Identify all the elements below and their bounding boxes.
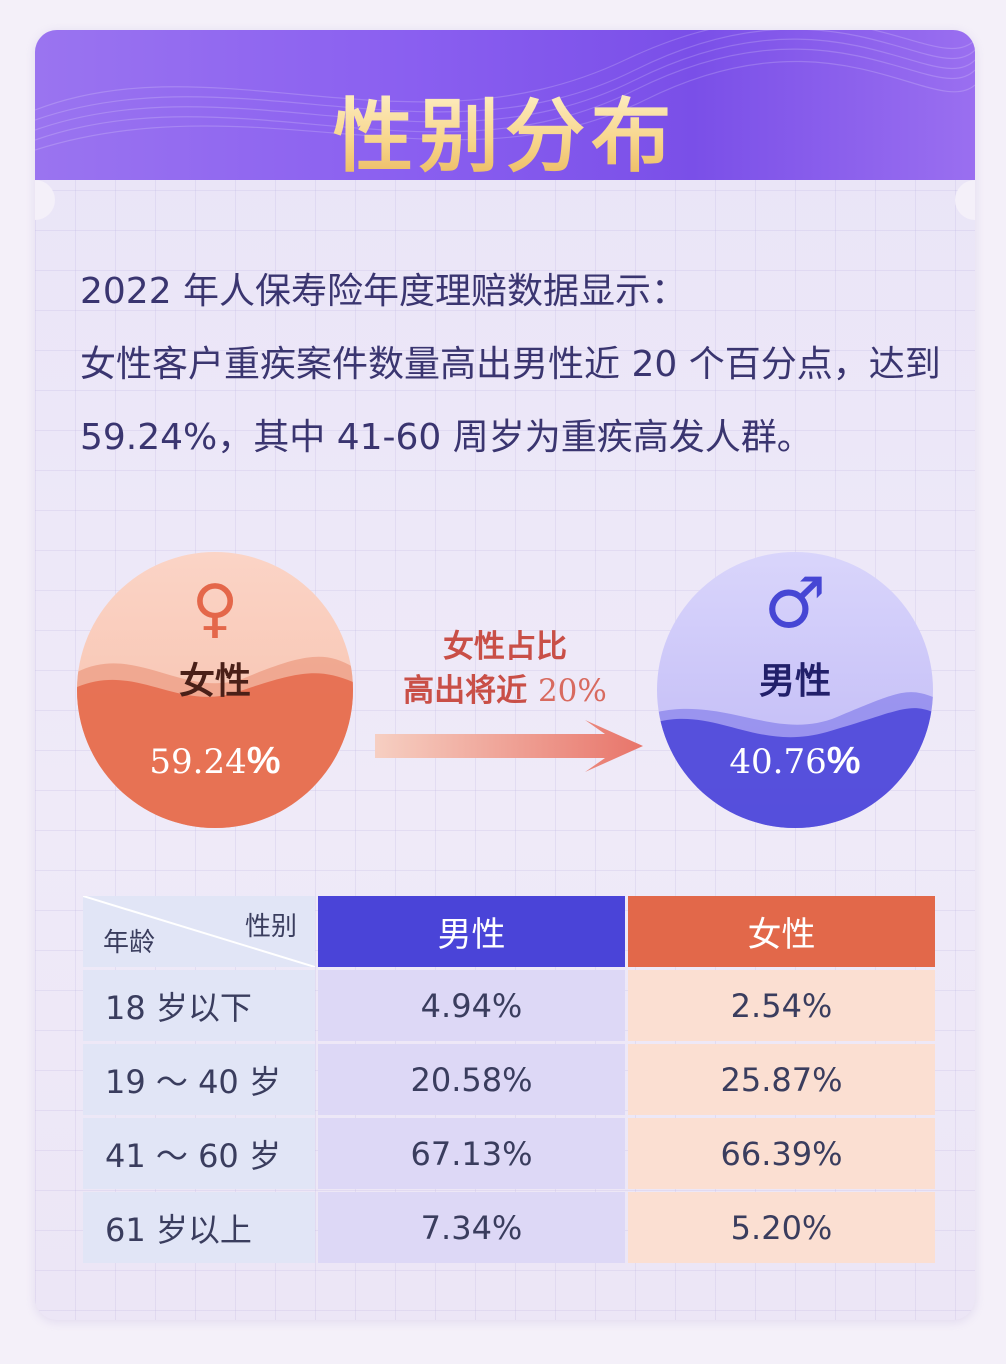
male-cell: 67.13% [318, 1118, 625, 1189]
male-value: 40.76 [729, 742, 827, 782]
male-cell: 20.58% [318, 1044, 625, 1115]
notch-right [955, 180, 975, 220]
table-row: 18 岁以下 4.94% 2.54% [83, 970, 935, 1041]
female-wave [77, 656, 353, 828]
corner-row-label: 年龄 [103, 928, 156, 958]
table-corner-cell: 年龄 性别 [83, 896, 315, 967]
intro-text: 2022 年人保寿险年度理赔数据显示： 女性客户重疾案件数量高出男性近 20 个… [80, 255, 950, 474]
age-cell: 19 ～ 40 岁 [83, 1044, 315, 1115]
male-share-circle: ♂ 男性 40.76% [657, 552, 933, 828]
corner-col-label: 性别 [244, 912, 297, 942]
header-banner: 性别分布 [35, 30, 975, 180]
notch-left [35, 180, 55, 220]
table-row: 19 ～ 40 岁 20.58% 25.87% [83, 1044, 935, 1115]
age-cell: 18 岁以下 [83, 970, 315, 1041]
header-male: 男性 [318, 896, 625, 967]
male-percentage: 40.76% [657, 740, 933, 783]
female-percentage: 59.24% [77, 740, 353, 783]
male-unit: % [826, 740, 861, 782]
table-row: 41 ～ 60 岁 67.13% 66.39% [83, 1118, 935, 1189]
female-cell: 2.54% [628, 970, 935, 1041]
female-share-circle: ♀ 女性 59.24% [77, 552, 353, 828]
male-wave [657, 692, 933, 828]
female-cell: 66.39% [628, 1118, 935, 1189]
male-symbol-icon: ♂ [763, 562, 827, 644]
female-symbol-icon: ♀ [191, 572, 239, 646]
header-female: 女性 [628, 896, 935, 967]
female-cell: 25.87% [628, 1044, 935, 1115]
female-cell: 5.20% [628, 1192, 935, 1263]
table-header-row: 年龄 性别 男性 女性 [83, 896, 935, 967]
comparison-line-2: 高出将近 [403, 673, 528, 709]
age-cell: 61 岁以上 [83, 1192, 315, 1263]
intro-line-2: 女性客户重疾案件数量高出男性近 20 个百分点，达到 59.24%，其中 41-… [80, 344, 941, 458]
table-row: 61 岁以上 7.34% 5.20% [83, 1192, 935, 1263]
female-label: 女性 [178, 661, 251, 702]
female-unit: % [246, 740, 281, 782]
female-value: 59.24 [149, 742, 247, 782]
comparison-value: 20% [537, 673, 607, 709]
arrow-right-icon [375, 720, 643, 772]
infographic-card: 性别分布 2022 年人保寿险年度理赔数据显示： 女性客户重疾案件数量高出男性近… [35, 30, 975, 1320]
comparison-line-1: 女性占比 [443, 629, 567, 665]
male-cell: 7.34% [318, 1192, 625, 1263]
age-gender-table: 年龄 性别 男性 女性 18 岁以下 4.94% 2.54% 19 ～ 40 岁 20… [80, 893, 938, 1266]
age-cell: 41 ～ 60 岁 [83, 1118, 315, 1189]
decorative-waves [35, 30, 975, 151]
page-title: 性别分布 [35, 72, 975, 180]
intro-line-1: 2022 年人保寿险年度理赔数据显示： [80, 271, 688, 312]
male-label: 男性 [758, 661, 831, 702]
male-cell: 4.94% [318, 970, 625, 1041]
diagonal-line [83, 896, 315, 967]
comparison-text: 女性占比 高出将近 20% [375, 625, 635, 713]
